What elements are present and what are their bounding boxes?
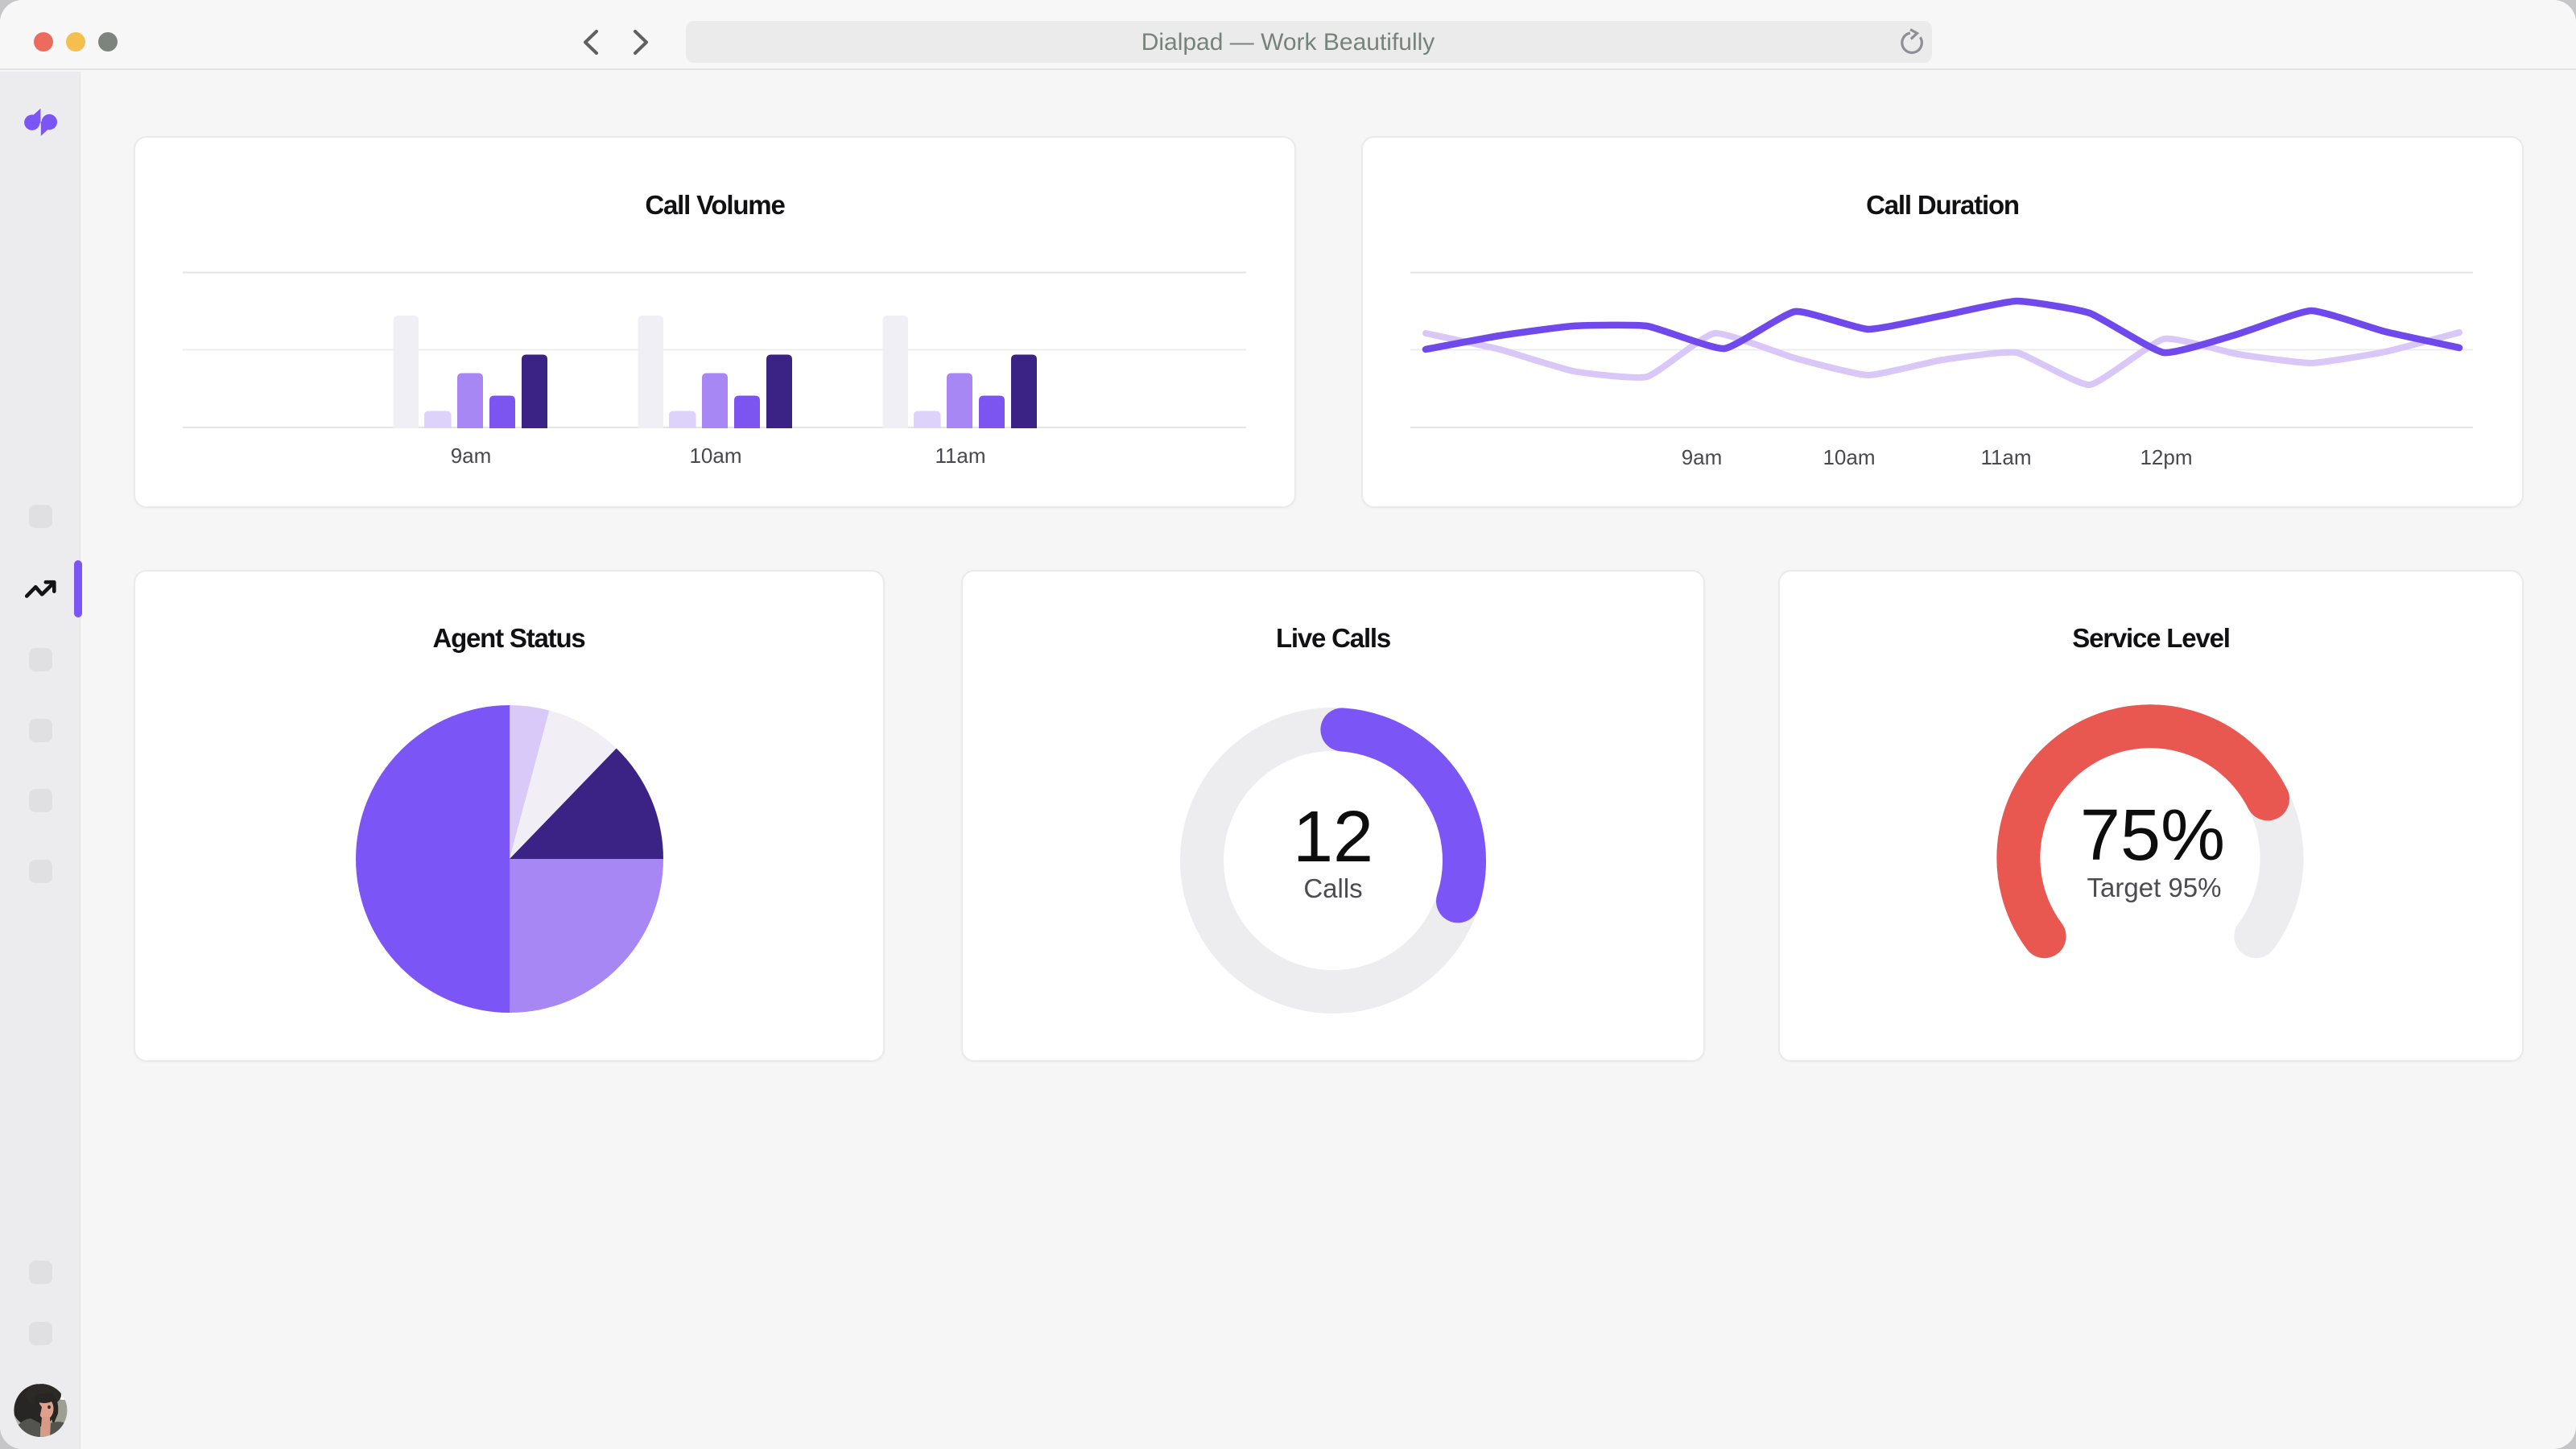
svg-text:10am: 10am: [1823, 445, 1875, 469]
svg-text:Call Duration: Call Duration: [1866, 190, 2019, 220]
svg-text:11am: 11am: [1980, 445, 2031, 469]
svg-text:11am: 11am: [935, 444, 985, 468]
svg-text:Call Volume: Call Volume: [645, 190, 785, 220]
svg-text:Target 95%: Target 95%: [2087, 873, 2222, 902]
svg-text:12: 12: [1293, 797, 1373, 877]
svg-text:9am: 9am: [1682, 445, 1723, 469]
svg-text:75%: 75%: [2080, 795, 2225, 876]
svg-text:Service Level: Service Level: [2072, 623, 2229, 653]
svg-text:Live Calls: Live Calls: [1276, 623, 1390, 653]
svg-text:12pm: 12pm: [2140, 445, 2192, 469]
svg-text:Calls: Calls: [1303, 873, 1362, 903]
svg-text:10am: 10am: [689, 444, 741, 468]
svg-text:9am: 9am: [451, 444, 492, 468]
svg-text:Agent Status: Agent Status: [432, 623, 584, 653]
